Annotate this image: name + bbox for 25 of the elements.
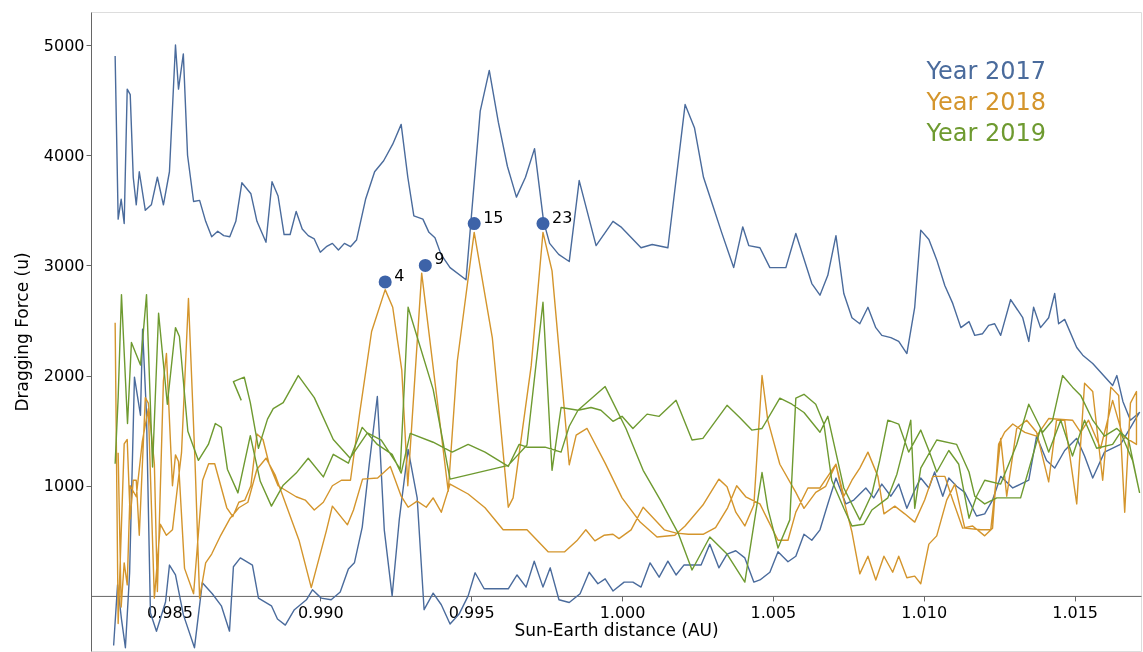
line-series	[114, 293, 1141, 583]
annotation: 15	[483, 207, 504, 227]
x-tick-label: 1.010	[901, 603, 948, 623]
annotation: 9	[434, 249, 445, 269]
y-tick-label: 4000	[43, 145, 85, 165]
point	[378, 275, 392, 289]
annotation: 4	[394, 265, 405, 285]
y-tick-label: 1000	[43, 476, 85, 496]
x-tick-label: 0.990	[297, 603, 344, 623]
y-tick-label: 5000	[43, 35, 85, 55]
text: Year 2017	[925, 57, 1046, 85]
x-tick-label: 1.005	[750, 603, 797, 623]
point	[467, 217, 481, 231]
point	[536, 217, 550, 231]
y-tick-label: 3000	[43, 255, 85, 275]
point	[418, 258, 432, 272]
y-axis-title: Dragging Force (u)	[11, 252, 32, 412]
annotation: 23	[551, 207, 573, 227]
x-tick-label: 1.000	[599, 603, 646, 623]
line-series	[112, 44, 1141, 649]
y-tick-label: 2000	[43, 366, 85, 386]
x-axis-title: Sun-Earth distance (AU)	[514, 620, 719, 641]
text: Year 2018	[925, 88, 1046, 116]
x-tick-label: 1.015	[1052, 603, 1099, 623]
text: Year 2019	[925, 119, 1046, 147]
